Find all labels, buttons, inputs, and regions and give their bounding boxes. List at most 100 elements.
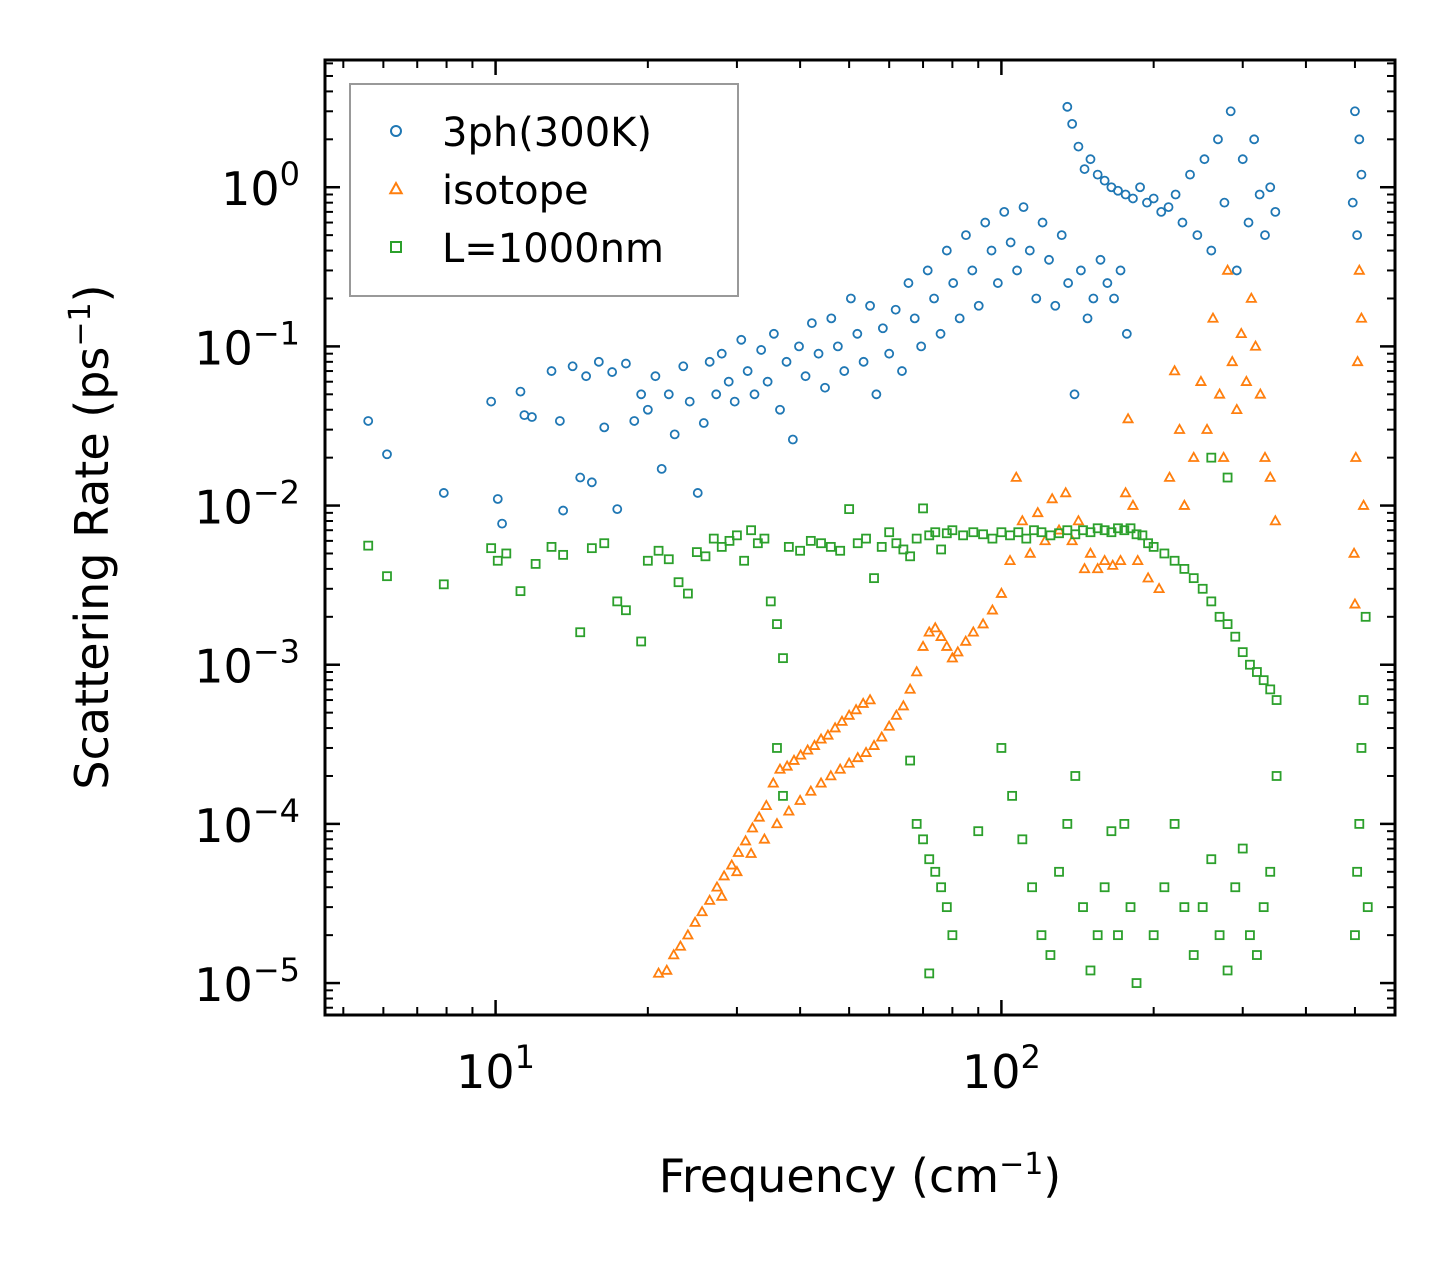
data-point — [1069, 389, 1080, 400]
data-point — [816, 538, 826, 549]
data-point — [1119, 525, 1130, 536]
data-point — [951, 645, 964, 657]
data-point — [1148, 930, 1159, 941]
data-point — [959, 634, 972, 646]
data-point — [1036, 527, 1047, 538]
data-point — [725, 858, 738, 870]
data-point — [890, 304, 901, 315]
data-point — [1085, 154, 1096, 165]
data-point — [936, 544, 947, 555]
data-point — [692, 488, 703, 498]
data-point — [922, 265, 933, 276]
data-point — [1348, 597, 1362, 609]
data-point — [935, 328, 946, 339]
data-point — [558, 505, 569, 516]
data-point — [724, 535, 735, 546]
data-point — [1082, 313, 1093, 324]
data-point — [820, 382, 830, 393]
data-point — [1222, 965, 1233, 976]
data-point — [1003, 554, 1017, 566]
data-point — [1012, 265, 1022, 276]
data-point — [554, 416, 565, 426]
y-tick-label: 10−3 — [194, 633, 300, 694]
data-point — [575, 472, 586, 483]
data-point — [1213, 387, 1226, 399]
data-point — [976, 617, 990, 629]
data-point — [1126, 498, 1140, 510]
data-point — [1254, 189, 1265, 200]
data-point — [828, 721, 842, 733]
data-point — [1005, 237, 1016, 248]
data-point — [704, 356, 715, 367]
data-point — [1237, 843, 1248, 854]
x-tick-label: 102 — [962, 1038, 1041, 1099]
data-point — [732, 530, 742, 541]
data-point — [1188, 950, 1199, 960]
data-point — [968, 527, 979, 538]
data-point — [710, 880, 724, 892]
data-point — [1024, 245, 1035, 256]
data-point — [805, 535, 816, 546]
data-point — [1230, 882, 1241, 893]
data-point — [924, 854, 935, 865]
data-point — [1352, 866, 1363, 877]
data-point — [1142, 571, 1155, 583]
data-point — [1356, 743, 1367, 753]
data-point — [929, 621, 942, 633]
data-point — [897, 366, 907, 376]
data-point — [1265, 866, 1276, 877]
data-point — [967, 625, 980, 637]
data-point — [753, 810, 766, 822]
data-point — [629, 416, 640, 426]
data-point — [1352, 230, 1363, 241]
data-point — [1078, 902, 1088, 913]
data-point — [1031, 293, 1042, 304]
data-point — [1197, 583, 1208, 594]
data-point — [909, 313, 920, 324]
data-point — [1271, 695, 1282, 705]
data-point — [1245, 930, 1255, 941]
data-point — [612, 504, 623, 515]
data-point — [935, 630, 948, 641]
data-point — [739, 555, 750, 566]
data-point — [1128, 193, 1138, 204]
data-point — [1347, 197, 1358, 208]
data-point — [869, 573, 879, 584]
data-point — [1099, 525, 1110, 536]
data-point — [711, 389, 722, 400]
data-point — [851, 751, 864, 763]
y-axis-label-end: ) — [65, 284, 119, 302]
y-tick-label: 10−4 — [194, 792, 300, 853]
data-point — [652, 966, 665, 978]
data-point — [849, 703, 863, 715]
data-point — [794, 793, 807, 805]
data-point — [767, 776, 780, 788]
data-point — [1258, 902, 1269, 913]
data-point — [973, 826, 984, 837]
data-point — [1260, 230, 1270, 241]
data-point — [1072, 514, 1085, 526]
data-point — [1037, 217, 1048, 228]
data-point — [800, 371, 811, 382]
data-point — [898, 544, 909, 555]
data-point — [1243, 217, 1254, 228]
data-point — [1222, 472, 1233, 483]
data-point — [1213, 134, 1223, 145]
data-point — [1099, 175, 1110, 186]
data-point — [586, 477, 597, 488]
legend: 3ph(300K) isotope L=1000nm — [349, 83, 739, 297]
data-point — [808, 739, 821, 750]
data-point — [1063, 278, 1074, 288]
data-point — [691, 547, 702, 558]
data-point — [884, 348, 895, 359]
data-point — [636, 389, 647, 400]
data-point — [1245, 291, 1258, 303]
data-point — [730, 865, 744, 877]
data-point — [783, 541, 794, 552]
data-point — [1137, 530, 1148, 541]
axis-tick-labels: 101 102 100 10−1 10−2 10−3 10−4 10−5 — [194, 155, 1041, 1099]
data-point — [1185, 169, 1195, 180]
data-point — [787, 753, 801, 765]
data-point — [716, 541, 727, 552]
